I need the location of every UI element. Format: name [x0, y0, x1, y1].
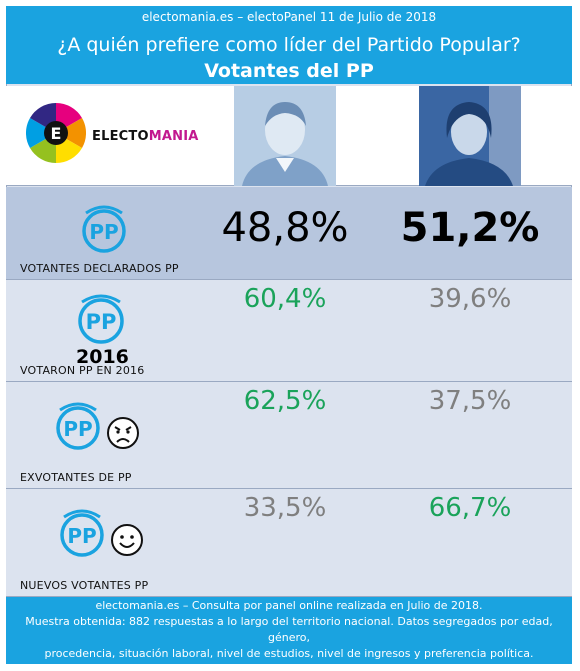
row-label: VOTARON PP EN 2016: [20, 364, 145, 377]
footer-line: Muestra obtenida: 882 respuestas a lo la…: [25, 615, 553, 644]
electomania-wordmark: ELECTOMANIA: [92, 129, 199, 144]
svg-text:E: E: [51, 124, 62, 143]
chart-subtitle: Votantes del PP: [204, 60, 374, 82]
candidate-2-portrait-icon: [419, 86, 521, 186]
pp-logo-icon: PP: [82, 205, 126, 253]
value-candidate-2: 66,7%: [428, 493, 512, 523]
pp-logo-icon: PP: [56, 402, 100, 450]
electomania-flower-icon: E: [25, 102, 87, 163]
svg-text:PP: PP: [86, 310, 117, 334]
svg-text:PP: PP: [67, 524, 96, 548]
row-label: VOTANTES DECLARADOS PP: [20, 262, 179, 275]
value-candidate-1: 33,5%: [243, 493, 327, 523]
footer-line: Copyright © electomania.es. Material de …: [47, 663, 531, 671]
electomania-logo: E ELECTOMANIA: [25, 100, 201, 170]
value-candidate-1: 60,4%: [243, 284, 327, 314]
chart-title: ¿A quién prefiere como líder del Partido…: [57, 34, 521, 56]
candidate-1-portrait-icon: [234, 86, 336, 186]
value-candidate-2: 51,2%: [400, 205, 540, 251]
value-candidate-1: 48,8%: [221, 205, 349, 251]
candidate-photo-1: [234, 86, 336, 186]
svg-text:PP: PP: [63, 417, 92, 441]
footer-line: procedencia, situación laboral, nivel de…: [44, 647, 534, 660]
svg-text:PP: PP: [89, 220, 118, 244]
table-row: PP EXVOTANTES DE PP 62,5% 37,5%: [6, 382, 572, 489]
value-candidate-1: 62,5%: [243, 386, 327, 416]
candidate-photo-2: [419, 86, 521, 186]
candidates-header: E ELECTOMANIA: [6, 86, 572, 186]
pp-logo-2016-icon: PP: [78, 294, 124, 344]
footer-notes: electomania.es – Consulta por panel onli…: [6, 597, 572, 671]
table-row: PP NUEVOS VOTANTES PP 33,5% 66,7%: [6, 489, 572, 597]
year-label: 2016: [76, 346, 129, 368]
row-label: NUEVOS VOTANTES PP: [20, 579, 149, 592]
row-label: EXVOTANTES DE PP: [20, 471, 132, 484]
table-row: PP VOTANTES DECLARADOS PP 48,8% 51,2%: [6, 187, 572, 280]
title-banner: ¿A quién prefiere como líder del Partido…: [6, 28, 572, 84]
top-banner-text: electomania.es – electoPanel 11 de Julio…: [141, 10, 437, 24]
table-row: PP 2016 VOTARON PP EN 2016 60,4% 39,6%: [6, 280, 572, 382]
value-candidate-2: 37,5%: [428, 386, 512, 416]
happy-face-icon: [111, 524, 143, 556]
angry-face-icon: [107, 417, 139, 449]
value-candidate-2: 39,6%: [428, 284, 512, 314]
pp-logo-icon: PP: [60, 509, 104, 557]
top-banner: electomania.es – electoPanel 11 de Julio…: [6, 6, 572, 28]
footer-line: electomania.es – Consulta por panel onli…: [95, 599, 483, 612]
